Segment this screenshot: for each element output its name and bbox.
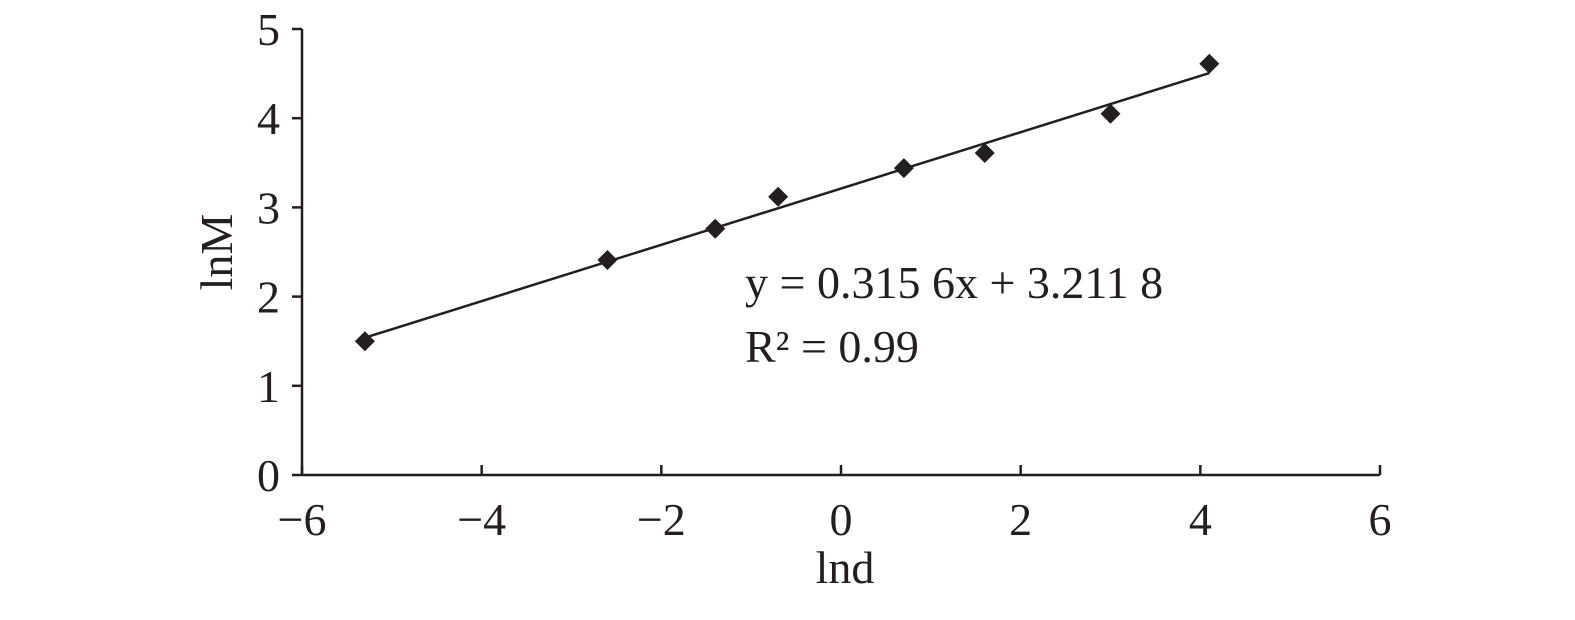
x-tick-label: 0: [830, 494, 853, 545]
x-tick-label: 6: [1369, 494, 1392, 545]
annotation: R² = 0.99: [745, 321, 919, 372]
annotation: y = 0.315 6x + 3.211 8: [745, 257, 1163, 308]
x-tick-label: −2: [637, 494, 686, 545]
x-tick-label: 2: [1009, 494, 1032, 545]
y-tick-label: 5: [257, 4, 280, 55]
point: [1199, 53, 1220, 74]
x-tick-label: −6: [278, 494, 327, 545]
point: [1100, 103, 1121, 124]
x-axis-label: lnd: [816, 542, 875, 593]
y-tick-label: 2: [257, 272, 280, 323]
point: [974, 142, 995, 163]
point: [893, 158, 914, 179]
y-axis-label: lnM: [191, 214, 242, 291]
y-tick-label: 1: [257, 361, 280, 412]
x-tick-label: 4: [1189, 494, 1212, 545]
point: [705, 218, 726, 239]
trend-line: [364, 71, 1210, 339]
point: [597, 250, 618, 271]
point: [768, 186, 789, 207]
point: [354, 331, 375, 352]
x-tick-label: −4: [457, 494, 506, 545]
y-tick-label: 3: [257, 182, 280, 233]
y-tick-label: 0: [257, 450, 280, 501]
y-tick-label: 4: [257, 93, 280, 144]
